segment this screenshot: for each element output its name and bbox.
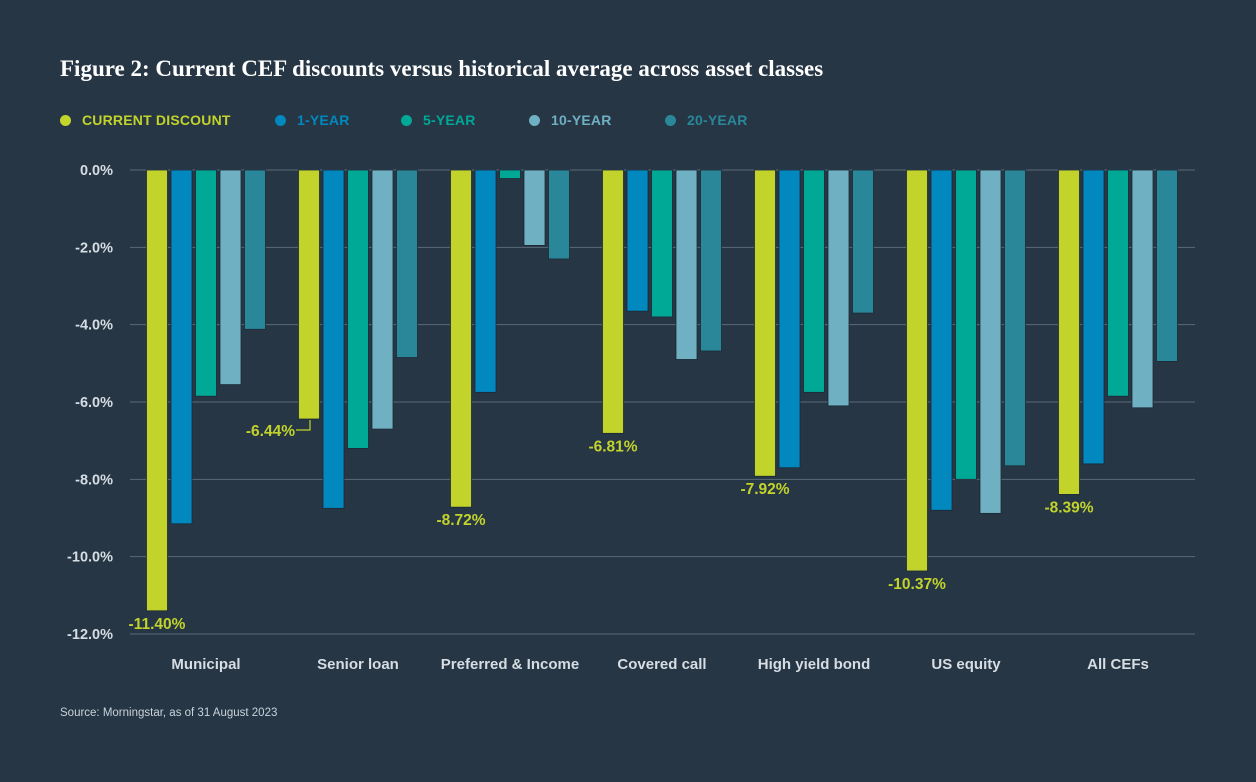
bar <box>219 169 242 386</box>
y-tick-label: -8.0% <box>75 472 113 488</box>
x-tick-label: Senior loan <box>317 656 399 673</box>
bar <box>347 169 369 449</box>
data-label: -6.44% <box>246 423 295 440</box>
bar <box>651 169 673 318</box>
legend-item-5-year: 5-YEAR <box>401 112 476 128</box>
bar <box>1004 169 1026 467</box>
legend-dot-20-year <box>665 114 676 126</box>
y-tick-label: -2.0% <box>75 240 113 256</box>
chart-legend: CURRENT DISCOUNT 1-YEAR 5-YEAR 10-YEAR 2… <box>60 112 860 132</box>
data-label: -7.92% <box>740 481 789 498</box>
bar <box>778 169 801 469</box>
bar <box>754 169 776 477</box>
bar <box>1156 169 1178 362</box>
legend-label-10-year: 10-YEAR <box>551 112 612 128</box>
bar <box>1082 169 1105 465</box>
legend-label-current: CURRENT DISCOUNT <box>82 112 231 128</box>
x-tick-label: All CEFs <box>1087 656 1149 673</box>
legend-label-20-year: 20-YEAR <box>687 112 748 128</box>
legend-label-1-year: 1-YEAR <box>297 112 350 128</box>
legend-item-1-year: 1-YEAR <box>275 112 350 128</box>
bar <box>146 169 168 612</box>
bar <box>474 169 497 393</box>
y-tick-label: -12.0% <box>67 627 113 643</box>
legend-label-5-year: 5-YEAR <box>423 112 476 128</box>
bar <box>1131 169 1154 409</box>
data-label-connector <box>296 420 311 431</box>
bar <box>548 169 570 260</box>
bar <box>906 169 928 572</box>
legend-item-10-year: 10-YEAR <box>529 112 612 128</box>
y-tick-label: 0.0% <box>80 163 113 179</box>
bar <box>371 169 394 430</box>
bar <box>322 169 345 509</box>
bar <box>396 169 418 358</box>
legend-dot-1-year <box>275 114 286 126</box>
bar <box>244 169 266 330</box>
legend-dot-current <box>60 114 71 126</box>
bar-chart: 0.0% -2.0% -4.0% -6.0% -8.0% -10.0% -12.0% Muni… <box>67 163 1195 673</box>
legend-dot-5-year <box>401 114 412 126</box>
bar <box>450 169 472 508</box>
x-tick-label: High yield bond <box>758 656 871 673</box>
bar <box>298 169 320 420</box>
y-tick-label: -10.0% <box>67 550 113 566</box>
chart-title: Figure 2: Current CEF discounts versus h… <box>60 56 824 81</box>
x-tick-label: US equity <box>931 656 1001 673</box>
legend-item-20-year: 20-YEAR <box>665 112 748 128</box>
bar <box>852 169 874 314</box>
bar <box>930 169 953 511</box>
bar <box>602 169 624 434</box>
y-tick-label: -4.0% <box>75 318 113 334</box>
bar <box>1107 169 1129 397</box>
legend-item-current: CURRENT DISCOUNT <box>60 112 231 128</box>
bar <box>955 169 977 480</box>
bar <box>827 169 850 407</box>
data-label: -10.37% <box>888 576 946 593</box>
bar <box>700 169 722 352</box>
data-label: -6.81% <box>588 438 637 455</box>
bar <box>803 169 825 393</box>
bar <box>195 169 217 397</box>
legend-dot-10-year <box>529 114 540 126</box>
bar <box>170 169 193 525</box>
bar <box>979 169 1002 514</box>
x-tick-label: Preferred & Income <box>441 656 579 673</box>
bar <box>499 169 521 179</box>
x-tick-label: Municipal <box>171 656 240 673</box>
bar <box>1058 169 1080 495</box>
data-label: -8.39% <box>1044 499 1093 516</box>
bar <box>626 169 649 312</box>
bar <box>523 169 546 246</box>
source-note: Source: Morningstar, as of 31 August 202… <box>60 707 278 719</box>
x-tick-label: Covered call <box>617 656 706 673</box>
data-label: -8.72% <box>436 512 485 529</box>
data-label: -11.40% <box>129 616 186 633</box>
bar <box>675 169 698 360</box>
y-tick-label: -6.0% <box>75 395 113 411</box>
